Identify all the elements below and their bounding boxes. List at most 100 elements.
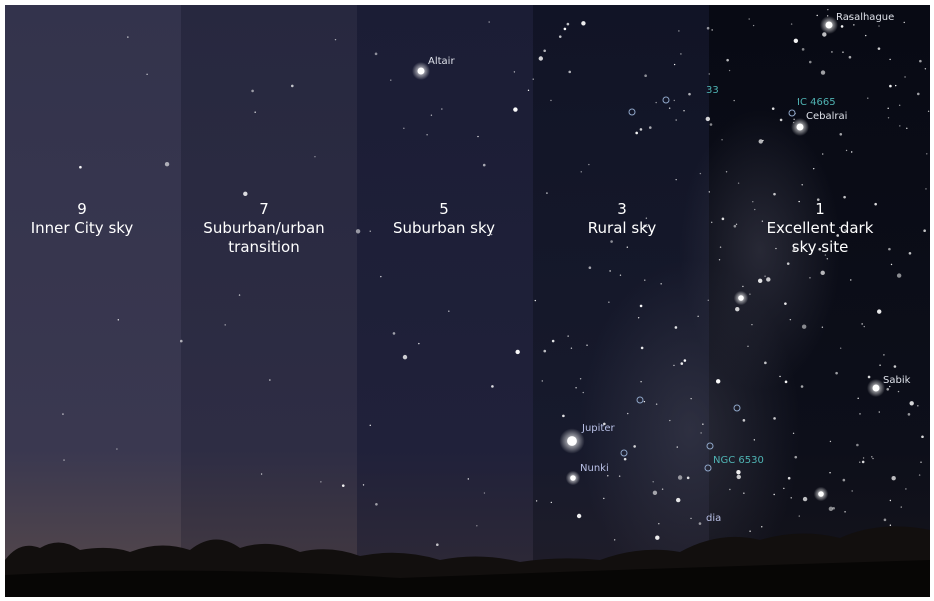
bright-star bbox=[567, 436, 577, 446]
bortle-level: 9 bbox=[77, 200, 87, 218]
star bbox=[798, 201, 799, 202]
star bbox=[821, 271, 825, 275]
star bbox=[644, 401, 645, 402]
star bbox=[801, 184, 802, 185]
star bbox=[680, 362, 683, 365]
star bbox=[920, 462, 921, 463]
star bbox=[851, 490, 852, 491]
star bbox=[675, 179, 676, 180]
star bbox=[356, 229, 360, 233]
star bbox=[884, 519, 887, 522]
star bbox=[675, 119, 676, 120]
panel-label: sky site bbox=[792, 238, 849, 256]
star bbox=[925, 188, 926, 189]
panel-label: Inner City sky bbox=[31, 219, 134, 237]
star bbox=[488, 21, 489, 22]
star bbox=[867, 97, 868, 98]
star bbox=[758, 279, 762, 283]
star bbox=[748, 18, 749, 19]
star bbox=[904, 22, 905, 23]
star bbox=[736, 470, 740, 474]
star bbox=[878, 47, 881, 50]
star bbox=[925, 68, 926, 69]
star bbox=[779, 376, 780, 377]
star bbox=[762, 220, 763, 221]
star bbox=[863, 457, 864, 458]
star bbox=[697, 316, 698, 317]
star bbox=[784, 302, 787, 305]
star bbox=[894, 365, 897, 368]
star bbox=[754, 439, 755, 440]
star bbox=[743, 492, 744, 493]
star bbox=[551, 502, 552, 503]
star bbox=[370, 231, 371, 232]
star bbox=[753, 25, 754, 26]
star bbox=[766, 277, 770, 281]
star bbox=[528, 90, 529, 91]
star bbox=[571, 348, 572, 349]
star bbox=[923, 229, 926, 232]
bright-star bbox=[826, 22, 833, 29]
bright-star bbox=[570, 475, 576, 481]
star bbox=[864, 326, 865, 327]
star bbox=[726, 171, 727, 172]
star bbox=[562, 415, 565, 418]
star bbox=[822, 153, 823, 154]
star bbox=[886, 388, 889, 391]
star bbox=[787, 262, 790, 265]
star bbox=[773, 193, 776, 196]
star bbox=[567, 335, 568, 336]
star bbox=[581, 21, 585, 25]
star bbox=[559, 35, 562, 38]
star bbox=[773, 494, 774, 495]
panel-bg bbox=[181, 5, 357, 597]
star bbox=[772, 107, 775, 110]
star bbox=[736, 224, 737, 225]
page: AltairRasalhague33IC 4665CebalraiSabikJu… bbox=[0, 0, 934, 601]
star bbox=[676, 498, 680, 502]
star bbox=[898, 391, 899, 392]
star bbox=[871, 456, 872, 457]
star bbox=[390, 79, 391, 80]
star bbox=[448, 311, 449, 312]
star bbox=[677, 446, 678, 447]
star bbox=[699, 522, 702, 525]
star bbox=[851, 151, 852, 152]
star bbox=[669, 420, 670, 421]
star bbox=[393, 332, 396, 335]
star bbox=[700, 173, 701, 174]
star bbox=[515, 350, 519, 354]
star bbox=[719, 259, 720, 260]
star bbox=[888, 248, 891, 251]
star bbox=[906, 128, 907, 129]
star bbox=[662, 488, 663, 489]
star bbox=[839, 133, 842, 136]
star bbox=[821, 70, 825, 74]
star bbox=[790, 319, 791, 320]
star bbox=[708, 300, 709, 301]
star bbox=[568, 71, 571, 74]
star bbox=[877, 309, 881, 313]
star bbox=[543, 350, 546, 353]
bright-star bbox=[738, 295, 744, 301]
star bbox=[335, 39, 336, 40]
star bbox=[706, 117, 710, 121]
star bbox=[580, 378, 581, 379]
star bbox=[853, 24, 854, 25]
star bbox=[761, 526, 762, 527]
star bbox=[641, 347, 644, 350]
star bbox=[660, 283, 661, 284]
star bbox=[619, 475, 620, 476]
star bbox=[669, 107, 670, 108]
star bbox=[861, 323, 862, 324]
star bbox=[314, 156, 315, 157]
star bbox=[788, 477, 791, 480]
star bbox=[564, 28, 567, 31]
star bbox=[752, 201, 753, 202]
star bbox=[710, 123, 713, 126]
star bbox=[567, 23, 570, 26]
star bbox=[539, 56, 543, 60]
panel-label: transition bbox=[228, 238, 299, 256]
star bbox=[813, 168, 814, 169]
